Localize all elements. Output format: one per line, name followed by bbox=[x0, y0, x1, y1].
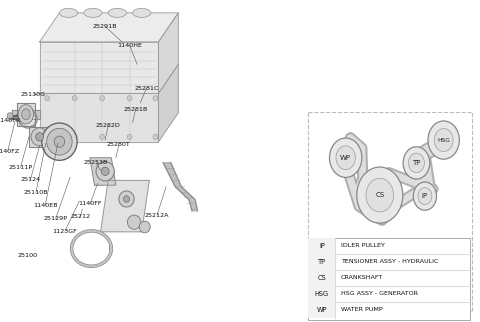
Circle shape bbox=[366, 178, 394, 212]
Circle shape bbox=[434, 128, 453, 152]
Text: WP: WP bbox=[340, 155, 351, 161]
Circle shape bbox=[47, 128, 72, 155]
Ellipse shape bbox=[22, 109, 30, 120]
Polygon shape bbox=[101, 180, 149, 232]
Circle shape bbox=[72, 134, 77, 139]
Circle shape bbox=[54, 136, 65, 147]
Circle shape bbox=[418, 188, 432, 204]
Circle shape bbox=[31, 128, 48, 146]
Circle shape bbox=[329, 138, 362, 177]
Polygon shape bbox=[90, 158, 116, 185]
Circle shape bbox=[139, 221, 150, 233]
Text: TP: TP bbox=[318, 259, 326, 265]
Polygon shape bbox=[12, 110, 40, 119]
Bar bbox=[308, 302, 336, 317]
Text: 25124: 25124 bbox=[21, 177, 40, 182]
Text: IP: IP bbox=[422, 193, 428, 199]
Bar bbox=[308, 270, 336, 286]
Circle shape bbox=[413, 182, 436, 210]
Text: 25111P: 25111P bbox=[8, 165, 33, 170]
Text: 25280T: 25280T bbox=[107, 142, 131, 147]
Text: CS: CS bbox=[317, 275, 326, 281]
Text: 1140FZ: 1140FZ bbox=[0, 149, 20, 154]
Ellipse shape bbox=[21, 112, 36, 127]
Ellipse shape bbox=[18, 105, 34, 124]
Polygon shape bbox=[158, 64, 178, 142]
Circle shape bbox=[45, 134, 50, 139]
Circle shape bbox=[428, 121, 459, 159]
Circle shape bbox=[153, 96, 158, 101]
Circle shape bbox=[119, 191, 134, 207]
Text: CS: CS bbox=[375, 192, 384, 198]
Text: 1140FR: 1140FR bbox=[0, 118, 21, 123]
Text: 1123GF: 1123GF bbox=[52, 229, 77, 234]
Text: 1140HE: 1140HE bbox=[117, 43, 142, 48]
Text: HSG: HSG bbox=[437, 137, 450, 143]
Circle shape bbox=[127, 215, 141, 229]
Ellipse shape bbox=[60, 8, 78, 17]
Circle shape bbox=[403, 147, 430, 179]
Circle shape bbox=[357, 167, 403, 223]
Circle shape bbox=[127, 96, 132, 101]
Text: 25110B: 25110B bbox=[24, 190, 48, 195]
Circle shape bbox=[100, 96, 105, 101]
Polygon shape bbox=[163, 163, 197, 211]
Text: IP: IP bbox=[319, 243, 325, 249]
Polygon shape bbox=[40, 13, 178, 42]
Polygon shape bbox=[40, 42, 158, 93]
Polygon shape bbox=[40, 93, 158, 142]
Circle shape bbox=[72, 96, 77, 101]
Text: 1140EB: 1140EB bbox=[33, 203, 58, 208]
Ellipse shape bbox=[84, 8, 102, 17]
Circle shape bbox=[100, 134, 105, 139]
Circle shape bbox=[7, 113, 13, 119]
Text: WP: WP bbox=[317, 307, 327, 313]
Polygon shape bbox=[158, 13, 178, 93]
Circle shape bbox=[101, 167, 109, 175]
Text: 25130G: 25130G bbox=[21, 92, 46, 98]
Polygon shape bbox=[17, 103, 35, 126]
Circle shape bbox=[336, 146, 355, 170]
Circle shape bbox=[36, 133, 44, 141]
Polygon shape bbox=[29, 127, 50, 147]
Text: 1140FF: 1140FF bbox=[78, 201, 102, 206]
Circle shape bbox=[45, 96, 50, 101]
Text: 25212: 25212 bbox=[71, 214, 91, 219]
Text: IDLER PULLEY: IDLER PULLEY bbox=[341, 243, 384, 248]
Bar bbox=[308, 286, 336, 302]
Circle shape bbox=[42, 123, 77, 160]
Ellipse shape bbox=[132, 8, 151, 17]
Text: TENSIONER ASSY - HYDRAULIC: TENSIONER ASSY - HYDRAULIC bbox=[341, 259, 438, 264]
Circle shape bbox=[123, 196, 130, 202]
Text: 25129P: 25129P bbox=[44, 216, 68, 221]
Text: 25282D: 25282D bbox=[96, 123, 120, 128]
Text: WATER PUMP: WATER PUMP bbox=[341, 307, 383, 312]
Text: 25253B: 25253B bbox=[84, 160, 108, 165]
Text: HSG ASSY - GENERATOR: HSG ASSY - GENERATOR bbox=[341, 291, 418, 296]
Text: 25291B: 25291B bbox=[93, 24, 118, 29]
Circle shape bbox=[96, 162, 114, 181]
Text: 25281B: 25281B bbox=[123, 107, 148, 112]
Ellipse shape bbox=[108, 8, 127, 17]
Circle shape bbox=[408, 153, 424, 173]
Text: TP: TP bbox=[412, 160, 420, 166]
Text: 25281C: 25281C bbox=[134, 86, 158, 91]
Bar bbox=[308, 254, 336, 270]
Bar bbox=[308, 238, 336, 254]
Circle shape bbox=[153, 134, 158, 139]
Text: CRANKSHAFT: CRANKSHAFT bbox=[341, 275, 383, 280]
Text: 25100: 25100 bbox=[17, 253, 37, 259]
Circle shape bbox=[127, 134, 132, 139]
Text: HSG: HSG bbox=[315, 291, 329, 297]
Text: 25212A: 25212A bbox=[145, 213, 169, 218]
